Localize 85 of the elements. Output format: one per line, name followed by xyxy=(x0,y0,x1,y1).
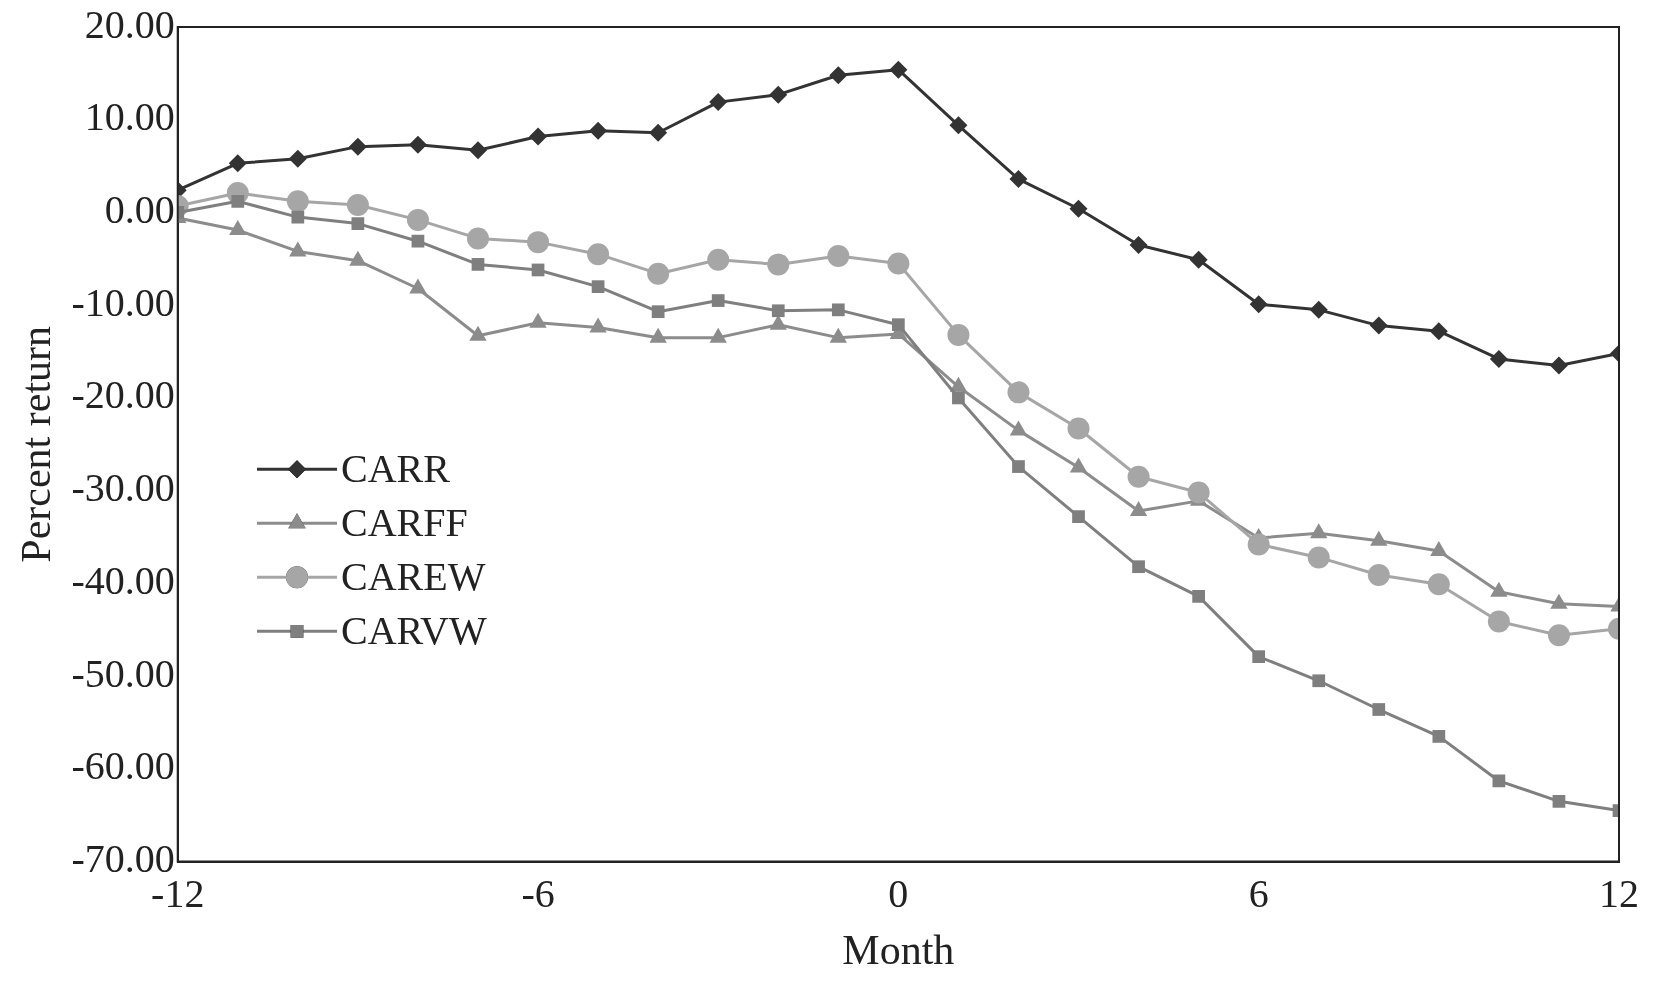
point xyxy=(1072,510,1085,523)
point xyxy=(1069,199,1088,218)
x-tick-label: 0 xyxy=(888,871,909,917)
point xyxy=(228,154,247,173)
point xyxy=(947,323,970,346)
y-tick-label: -20.00 xyxy=(71,372,175,418)
point xyxy=(771,304,785,318)
point xyxy=(291,210,305,224)
y-tick-label: -10.00 xyxy=(71,279,175,325)
point xyxy=(348,137,367,156)
x-tick-label: 12 xyxy=(1599,871,1639,917)
point xyxy=(949,116,968,135)
point xyxy=(1247,533,1270,556)
point xyxy=(892,318,905,332)
point xyxy=(887,252,910,275)
x-axis-title: Month xyxy=(842,926,955,973)
point xyxy=(1432,730,1446,743)
point xyxy=(1067,417,1090,440)
point xyxy=(647,262,670,285)
point xyxy=(408,135,427,154)
point xyxy=(827,245,850,268)
y-axis-title: Percent return xyxy=(13,325,60,563)
y-tick-label: -50.00 xyxy=(71,650,175,696)
point xyxy=(1487,610,1510,633)
point xyxy=(1129,235,1148,254)
point xyxy=(1312,674,1326,688)
point xyxy=(1252,650,1266,664)
x-tick-label: -6 xyxy=(521,871,555,917)
point xyxy=(831,303,845,317)
point xyxy=(1127,465,1150,488)
point xyxy=(346,194,369,217)
point xyxy=(1549,356,1568,375)
point xyxy=(1489,349,1508,368)
point xyxy=(286,190,309,213)
point xyxy=(1372,703,1386,716)
point xyxy=(1427,573,1450,596)
y-tick-label: -60.00 xyxy=(71,743,175,789)
y-tick-label: 0.00 xyxy=(104,186,175,232)
point xyxy=(411,234,425,248)
y-tick-label: -30.00 xyxy=(71,465,175,511)
legend-label: CARVW xyxy=(340,607,487,653)
point xyxy=(1189,250,1208,269)
point xyxy=(589,121,608,140)
point xyxy=(649,123,668,142)
point xyxy=(591,280,605,294)
point xyxy=(471,258,485,271)
point xyxy=(406,208,429,231)
point xyxy=(529,127,548,146)
point xyxy=(288,149,307,168)
point xyxy=(1192,590,1205,603)
point xyxy=(709,93,728,112)
point xyxy=(1012,460,1025,473)
legend-label: CARFF xyxy=(340,499,468,545)
point xyxy=(1132,560,1145,574)
point xyxy=(1429,322,1448,341)
point xyxy=(651,305,665,319)
point xyxy=(1249,295,1268,314)
x-tick-label: 6 xyxy=(1248,871,1269,917)
point xyxy=(1552,794,1566,808)
point xyxy=(527,231,550,254)
y-tick-label: 10.00 xyxy=(84,94,175,140)
point xyxy=(466,227,489,250)
legend-label: CAREW xyxy=(340,553,486,599)
point xyxy=(1187,481,1210,504)
point xyxy=(711,294,725,307)
point xyxy=(767,253,790,276)
point xyxy=(707,248,730,271)
point xyxy=(1007,381,1030,404)
point xyxy=(231,194,245,208)
point xyxy=(468,141,487,160)
point xyxy=(351,217,365,230)
point xyxy=(1307,546,1330,569)
point xyxy=(1367,564,1390,587)
point xyxy=(889,60,908,79)
point xyxy=(1547,624,1570,647)
point xyxy=(1369,316,1388,335)
point xyxy=(952,391,965,405)
point xyxy=(769,85,788,104)
point xyxy=(1309,300,1328,319)
point xyxy=(1009,170,1028,189)
legend-label: CARR xyxy=(340,445,451,491)
point xyxy=(587,243,610,266)
point xyxy=(829,66,848,85)
y-tick-label: -40.00 xyxy=(71,557,175,603)
y-tick-label: 20.00 xyxy=(84,1,175,47)
